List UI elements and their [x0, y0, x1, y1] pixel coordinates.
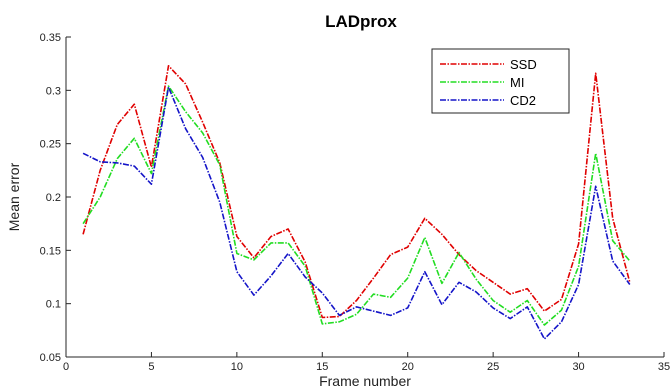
x-tick-label: 20: [402, 361, 414, 373]
legend-label-ssd: SSD: [510, 57, 537, 72]
x-tick-label: 10: [231, 361, 243, 373]
x-tick-label: 25: [487, 361, 499, 373]
x-tick-label: 5: [148, 361, 154, 373]
series-lines: [82, 65, 631, 340]
x-tick-label: 30: [572, 361, 584, 373]
legend: SSD MI CD2: [431, 48, 570, 114]
x-tick-label: 15: [316, 361, 328, 373]
series-line-mi: [82, 85, 631, 326]
y-tick-label: 0.05: [40, 352, 61, 364]
axes: 0 5 10 15 20 25 30 35 0.05 0.1 0.15 0.2 0.25 0.3 0.35: [40, 32, 671, 373]
y-tick-label: 0.25: [40, 139, 61, 151]
y-tick-label: 0.35: [40, 32, 61, 44]
chart-title: LADprox: [325, 12, 397, 31]
x-tick-label: 35: [658, 361, 670, 373]
y-tick-label: 0.2: [46, 192, 61, 204]
y-tick-label: 0.15: [40, 245, 61, 257]
legend-box: [431, 48, 570, 114]
x-tick-label: 0: [63, 361, 69, 373]
plot-area: [66, 37, 664, 357]
series-line-cd2: [82, 86, 631, 340]
y-tick-label: 0.3: [46, 85, 61, 97]
legend-label-mi: MI: [510, 75, 524, 90]
y-tick-label: 0.1: [46, 299, 61, 311]
y-axis-title: Mean error: [6, 162, 22, 231]
legend-label-cd2: CD2: [510, 93, 536, 108]
series-line-ssd: [82, 65, 631, 319]
x-axis-title: Frame number: [319, 373, 411, 389]
